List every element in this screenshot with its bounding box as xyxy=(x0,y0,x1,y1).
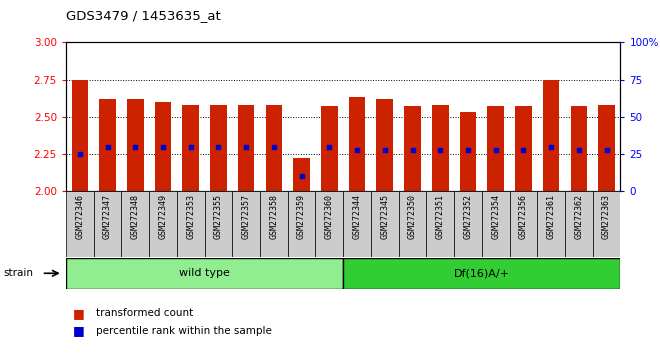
Bar xyxy=(154,102,172,191)
Point xyxy=(130,144,141,149)
Bar xyxy=(66,191,94,257)
Bar xyxy=(432,105,449,191)
Point xyxy=(213,144,224,149)
Text: GSM272355: GSM272355 xyxy=(214,194,223,239)
Bar xyxy=(565,191,593,257)
Point xyxy=(407,147,418,152)
Point xyxy=(435,147,446,152)
Point xyxy=(352,147,362,152)
Text: GSM272348: GSM272348 xyxy=(131,194,140,239)
Text: GSM272359: GSM272359 xyxy=(297,194,306,239)
Point xyxy=(574,147,584,152)
Text: GSM272351: GSM272351 xyxy=(436,194,445,239)
Bar xyxy=(238,105,255,191)
Bar xyxy=(293,159,310,191)
Bar xyxy=(454,191,482,257)
Bar xyxy=(570,107,587,191)
Bar xyxy=(376,99,393,191)
Text: GDS3479 / 1453635_at: GDS3479 / 1453635_at xyxy=(66,9,220,22)
Bar xyxy=(182,105,199,191)
Bar xyxy=(515,107,532,191)
Point xyxy=(518,147,529,152)
Text: GSM272347: GSM272347 xyxy=(103,194,112,239)
Bar xyxy=(99,99,116,191)
Point xyxy=(75,151,85,157)
Point xyxy=(241,144,251,149)
Point xyxy=(185,144,196,149)
Bar xyxy=(404,107,421,191)
Point xyxy=(269,144,279,149)
Bar xyxy=(510,191,537,257)
Text: GSM272352: GSM272352 xyxy=(463,194,473,239)
Text: GSM272345: GSM272345 xyxy=(380,194,389,239)
Bar xyxy=(177,191,205,257)
Text: strain: strain xyxy=(3,268,33,278)
Bar xyxy=(343,191,371,257)
Text: GSM272357: GSM272357 xyxy=(242,194,251,239)
Text: transformed count: transformed count xyxy=(96,308,193,318)
Bar xyxy=(232,191,260,257)
Point xyxy=(158,144,168,149)
Bar xyxy=(265,105,282,191)
Bar xyxy=(459,112,477,191)
Bar xyxy=(149,191,177,257)
Bar xyxy=(348,97,366,191)
Bar xyxy=(71,80,88,191)
Point xyxy=(601,147,612,152)
Bar xyxy=(543,80,560,191)
Text: wild type: wild type xyxy=(179,268,230,279)
Bar xyxy=(598,105,615,191)
Bar xyxy=(94,191,121,257)
Point xyxy=(102,144,113,149)
Text: GSM272353: GSM272353 xyxy=(186,194,195,239)
Bar xyxy=(210,105,227,191)
Text: ■: ■ xyxy=(73,325,84,337)
Text: Df(16)A/+: Df(16)A/+ xyxy=(454,268,510,279)
Text: GSM272358: GSM272358 xyxy=(269,194,279,239)
Text: GSM272361: GSM272361 xyxy=(546,194,556,239)
Point xyxy=(296,173,307,179)
Bar xyxy=(205,191,232,257)
Text: GSM272362: GSM272362 xyxy=(574,194,583,239)
Text: GSM272349: GSM272349 xyxy=(158,194,168,239)
Text: GSM272363: GSM272363 xyxy=(602,194,611,239)
Text: GSM272360: GSM272360 xyxy=(325,194,334,239)
Text: GSM272344: GSM272344 xyxy=(352,194,362,239)
Bar xyxy=(399,191,426,257)
Point xyxy=(379,147,390,152)
Bar xyxy=(288,191,315,257)
Text: GSM272356: GSM272356 xyxy=(519,194,528,239)
Bar xyxy=(593,191,620,257)
Bar xyxy=(487,107,504,191)
Bar xyxy=(371,191,399,257)
Bar xyxy=(482,191,510,257)
Text: GSM272354: GSM272354 xyxy=(491,194,500,239)
Bar xyxy=(127,99,144,191)
Text: GSM272350: GSM272350 xyxy=(408,194,417,239)
Text: GSM272346: GSM272346 xyxy=(75,194,84,239)
Bar xyxy=(343,258,620,289)
Bar xyxy=(66,258,343,289)
Bar xyxy=(321,107,338,191)
Text: percentile rank within the sample: percentile rank within the sample xyxy=(96,326,271,336)
Bar xyxy=(260,191,288,257)
Point xyxy=(324,144,335,149)
Point xyxy=(463,147,473,152)
Text: ■: ■ xyxy=(73,307,84,320)
Point xyxy=(546,144,556,149)
Bar xyxy=(537,191,565,257)
Point xyxy=(490,147,501,152)
Bar xyxy=(315,191,343,257)
Bar xyxy=(426,191,454,257)
Bar xyxy=(121,191,149,257)
